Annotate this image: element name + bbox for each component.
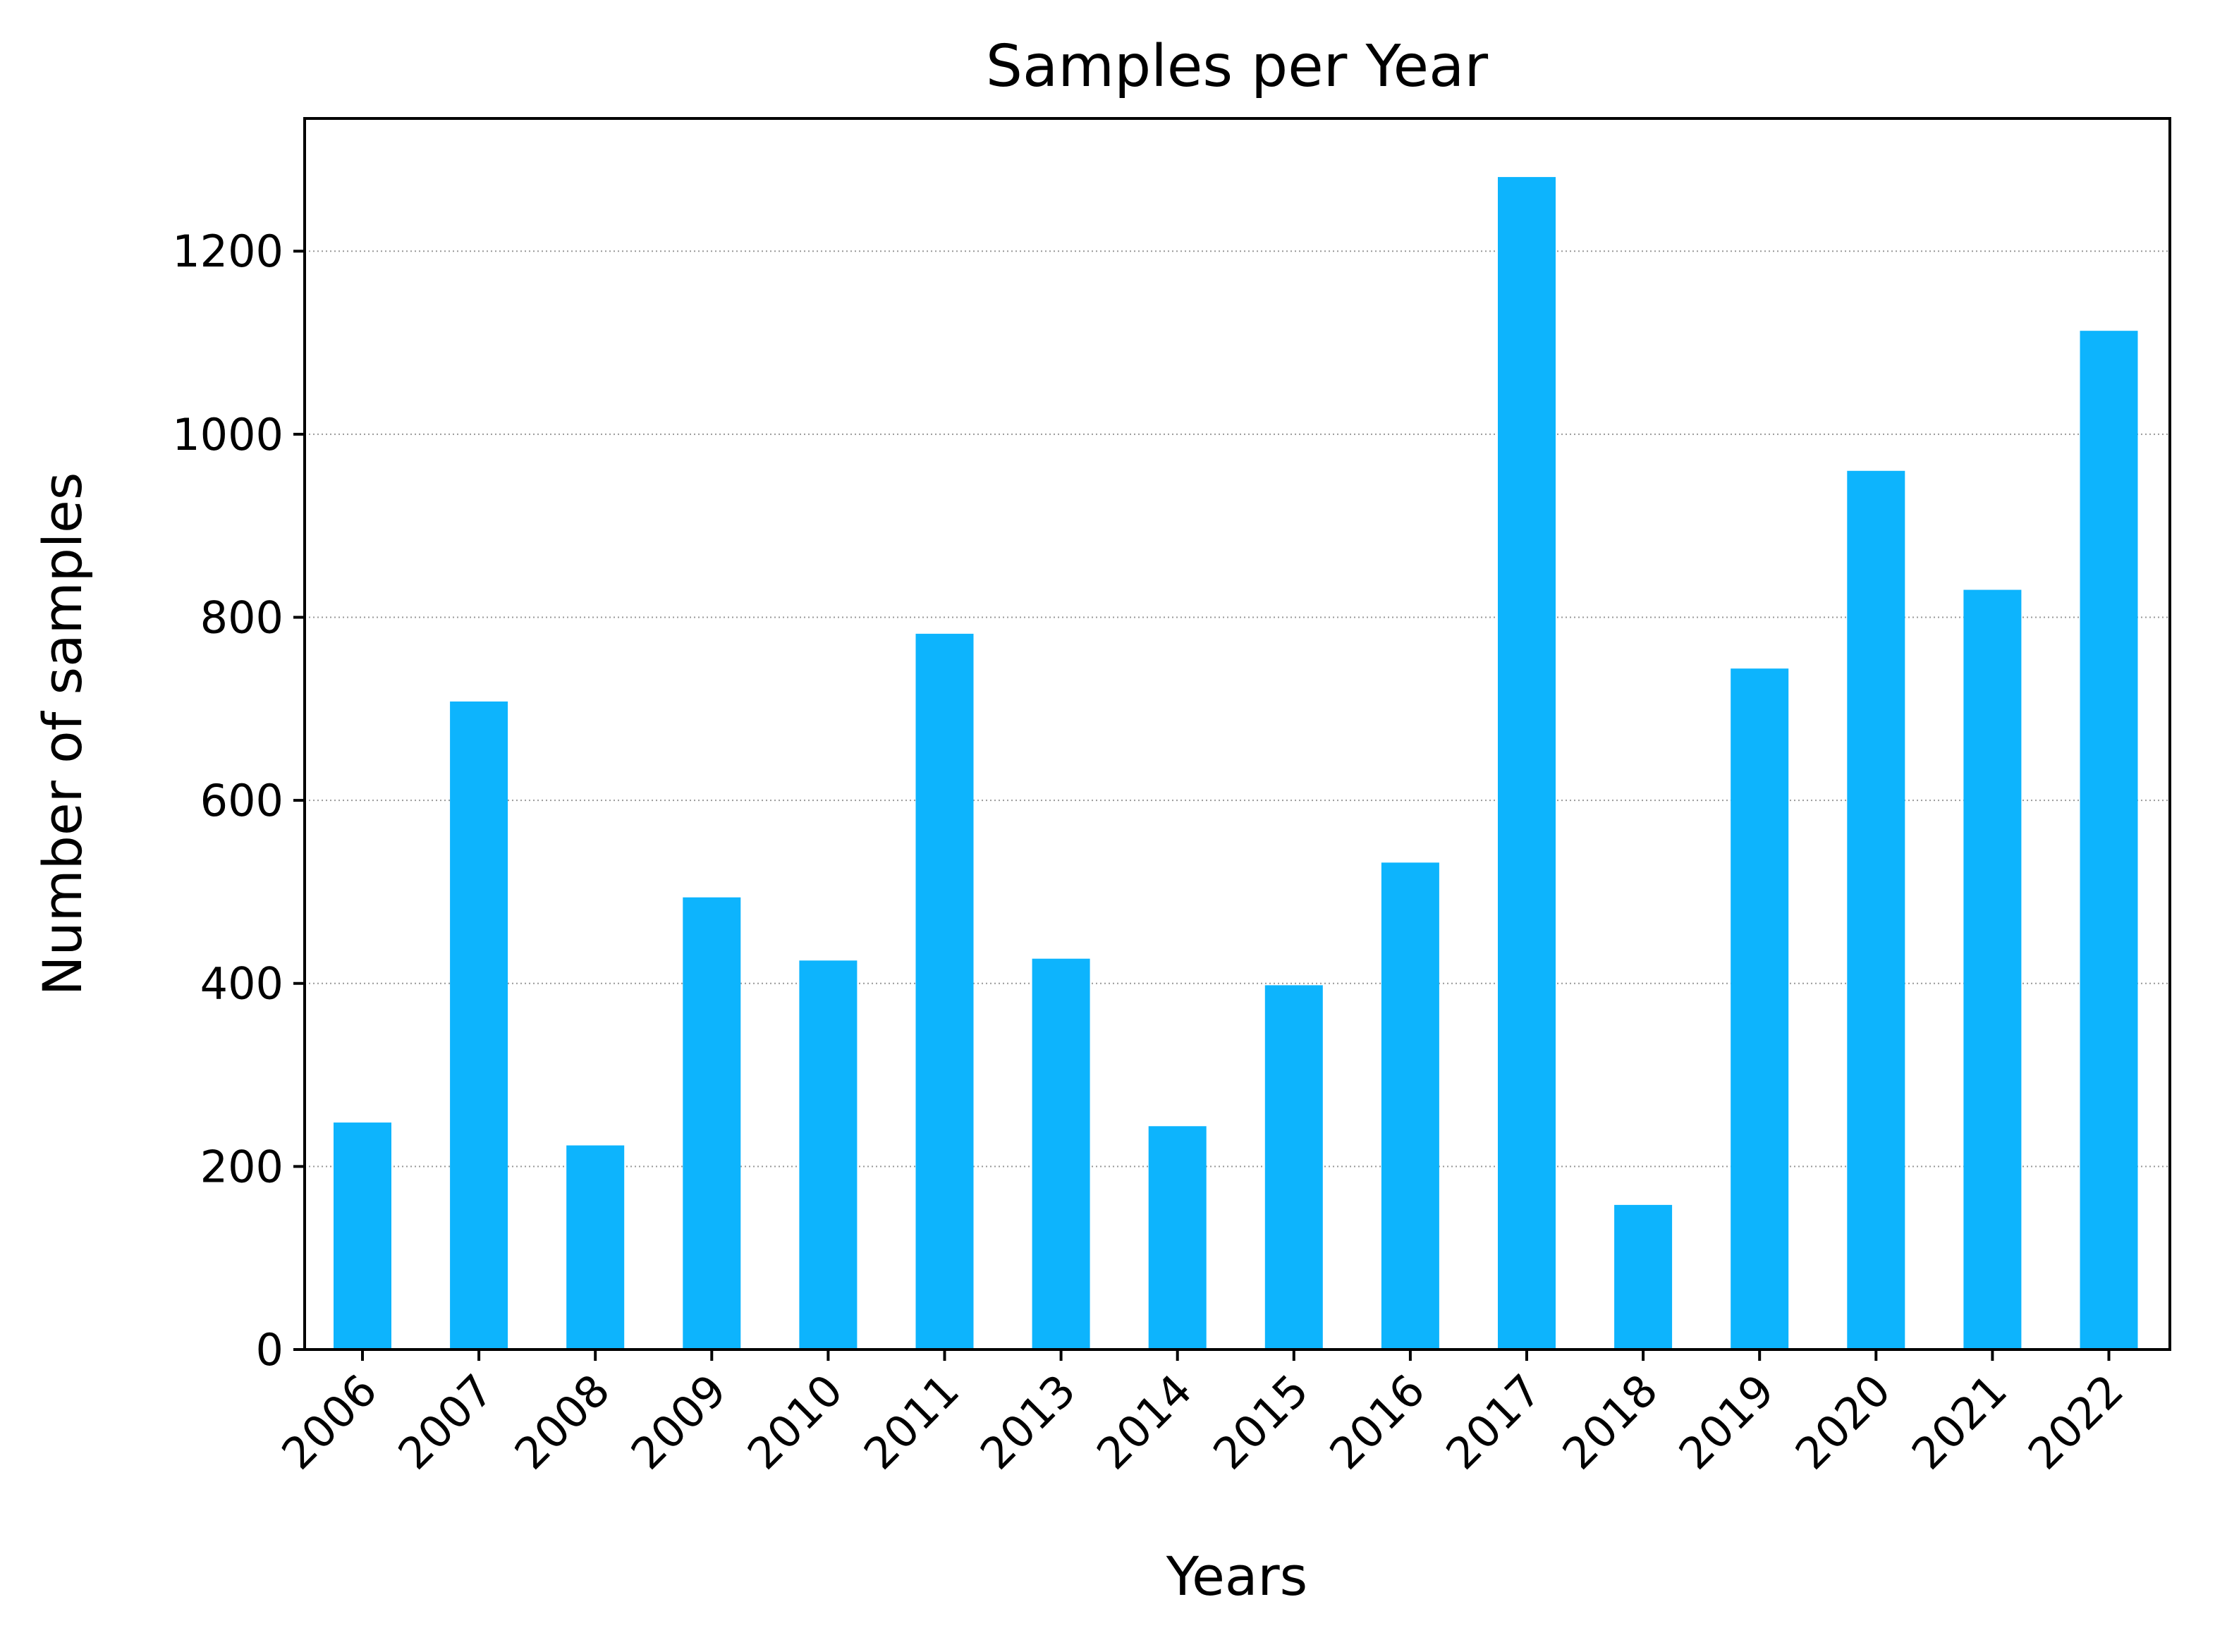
x-tick-label-2018: 2018 — [1553, 1364, 1668, 1479]
x-tick-label-2017: 2017 — [1436, 1364, 1551, 1479]
x-tick-label-2019: 2019 — [1669, 1364, 1784, 1479]
bar-2020 — [1847, 470, 1905, 1350]
bars — [334, 177, 2138, 1350]
x-axis: 2006 2007 2008 2009 2010 2011 2013 2014 2015 2016… — [271, 1350, 2133, 1479]
x-tick-label-2008: 2008 — [505, 1364, 620, 1479]
x-tick-label-2013: 2013 — [970, 1364, 1085, 1479]
y-axis: 0 200 400 600 800 1000 1200 — [172, 226, 305, 1376]
y-tick-label: 0 — [256, 1324, 283, 1376]
bar-2010 — [799, 960, 858, 1350]
bar-2014 — [1148, 1126, 1207, 1350]
y-tick-label: 600 — [200, 775, 283, 826]
bar-2013 — [1032, 958, 1090, 1350]
x-tick-label-2009: 2009 — [621, 1364, 736, 1479]
bar-2019 — [1731, 668, 1789, 1350]
chart-title: Samples per Year — [986, 33, 1488, 100]
bar-2006 — [334, 1122, 391, 1350]
x-tick-label-2014: 2014 — [1087, 1364, 1202, 1479]
bar-2018 — [1614, 1204, 1673, 1350]
x-tick-label-2016: 2016 — [1319, 1364, 1434, 1479]
x-tick-label-2006: 2006 — [271, 1364, 386, 1479]
bar-2009 — [683, 897, 741, 1350]
x-tick-label-2010: 2010 — [738, 1364, 853, 1479]
x-tick-label-2011: 2011 — [854, 1364, 969, 1479]
x-tick-label-2022: 2022 — [2018, 1364, 2133, 1479]
bar-2016 — [1381, 862, 1439, 1350]
bar-2007 — [450, 701, 508, 1350]
x-tick-label-2021: 2021 — [1902, 1364, 2017, 1479]
x-tick-label-2020: 2020 — [1786, 1364, 1900, 1479]
bar-2021 — [1963, 589, 2022, 1350]
bar-2017 — [1498, 177, 1556, 1350]
bar-2015 — [1264, 985, 1323, 1350]
bar-2011 — [915, 633, 974, 1350]
y-tick-label: 1200 — [172, 226, 283, 277]
bar-2022 — [2080, 331, 2138, 1350]
x-tick-label-2007: 2007 — [389, 1364, 504, 1479]
x-axis-label: Years — [1166, 1545, 1308, 1608]
y-tick-label: 200 — [200, 1141, 283, 1192]
y-axis-label: Number of samples — [31, 472, 94, 996]
y-tick-label: 400 — [200, 958, 283, 1010]
y-tick-label: 1000 — [172, 409, 283, 460]
y-tick-label: 800 — [200, 592, 283, 643]
bar-2008 — [566, 1145, 625, 1350]
plot-frame — [303, 117, 2171, 1351]
x-tick-label-2015: 2015 — [1203, 1364, 1318, 1479]
